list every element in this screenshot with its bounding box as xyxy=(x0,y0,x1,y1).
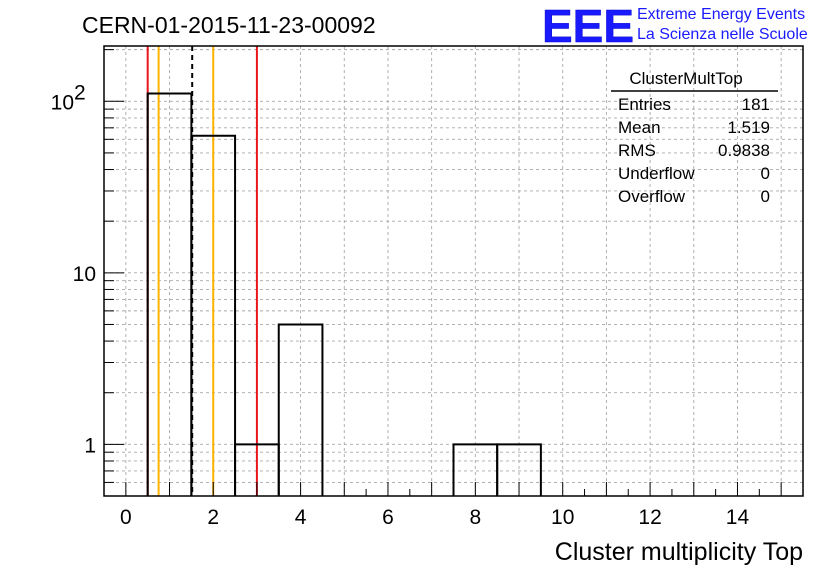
grid-lines xyxy=(104,46,803,497)
stats-row-label: Underflow xyxy=(618,164,695,183)
y-tick-label: 10 xyxy=(73,263,96,286)
x-tick-label: 0 xyxy=(120,506,132,529)
histogram-bar xyxy=(277,323,324,496)
eee-logo: EEE Extreme Energy Events La Scienza nel… xyxy=(542,0,808,52)
logo-line-1: Extreme Energy Events xyxy=(637,6,805,23)
histogram-bar xyxy=(496,443,542,496)
stats-row-value: 0 xyxy=(761,187,770,206)
chart-title: CERN-01-2015-11-23-00092 xyxy=(82,12,376,38)
x-tick-label: 4 xyxy=(295,506,307,529)
histogram-bars xyxy=(146,92,542,496)
x-axis-label: Cluster multiplicity Top xyxy=(555,538,803,566)
x-tick-label: 6 xyxy=(382,506,394,529)
stats-row-label: RMS xyxy=(618,141,656,160)
y-tick-label: 1 xyxy=(84,434,96,457)
stats-row-value: 1.519 xyxy=(727,118,770,137)
x-tick-label: 14 xyxy=(726,506,750,529)
y-tick-exponent: 2 xyxy=(74,81,86,104)
x-tick-label: 2 xyxy=(207,506,219,529)
y-tick-label: 10 xyxy=(51,91,74,114)
plot-frame xyxy=(103,45,804,497)
stats-row-value: 0 xyxy=(761,164,770,183)
stats-row-label: Mean xyxy=(618,118,661,137)
histogram-bar xyxy=(190,134,237,496)
stats-box: ClusterMultTop Entries 181 Mean 1.519 RMS 0.98… xyxy=(611,69,778,206)
stats-title: ClusterMultTop xyxy=(629,69,742,88)
stats-row-label: Overflow xyxy=(618,187,686,206)
stats-row-label: Entries xyxy=(618,95,671,114)
logo-line-2: La Scienza nelle Scuole xyxy=(637,26,808,43)
stats-row-value: 181 xyxy=(742,95,770,114)
eee-logo-mark: EEE xyxy=(542,0,634,52)
stats-row-value: 0.9838 xyxy=(718,141,770,160)
x-tick-label: 10 xyxy=(551,506,574,529)
x-tick-label: 8 xyxy=(470,506,482,529)
reference-lines xyxy=(146,46,258,496)
x-tick-label: 12 xyxy=(638,506,661,529)
